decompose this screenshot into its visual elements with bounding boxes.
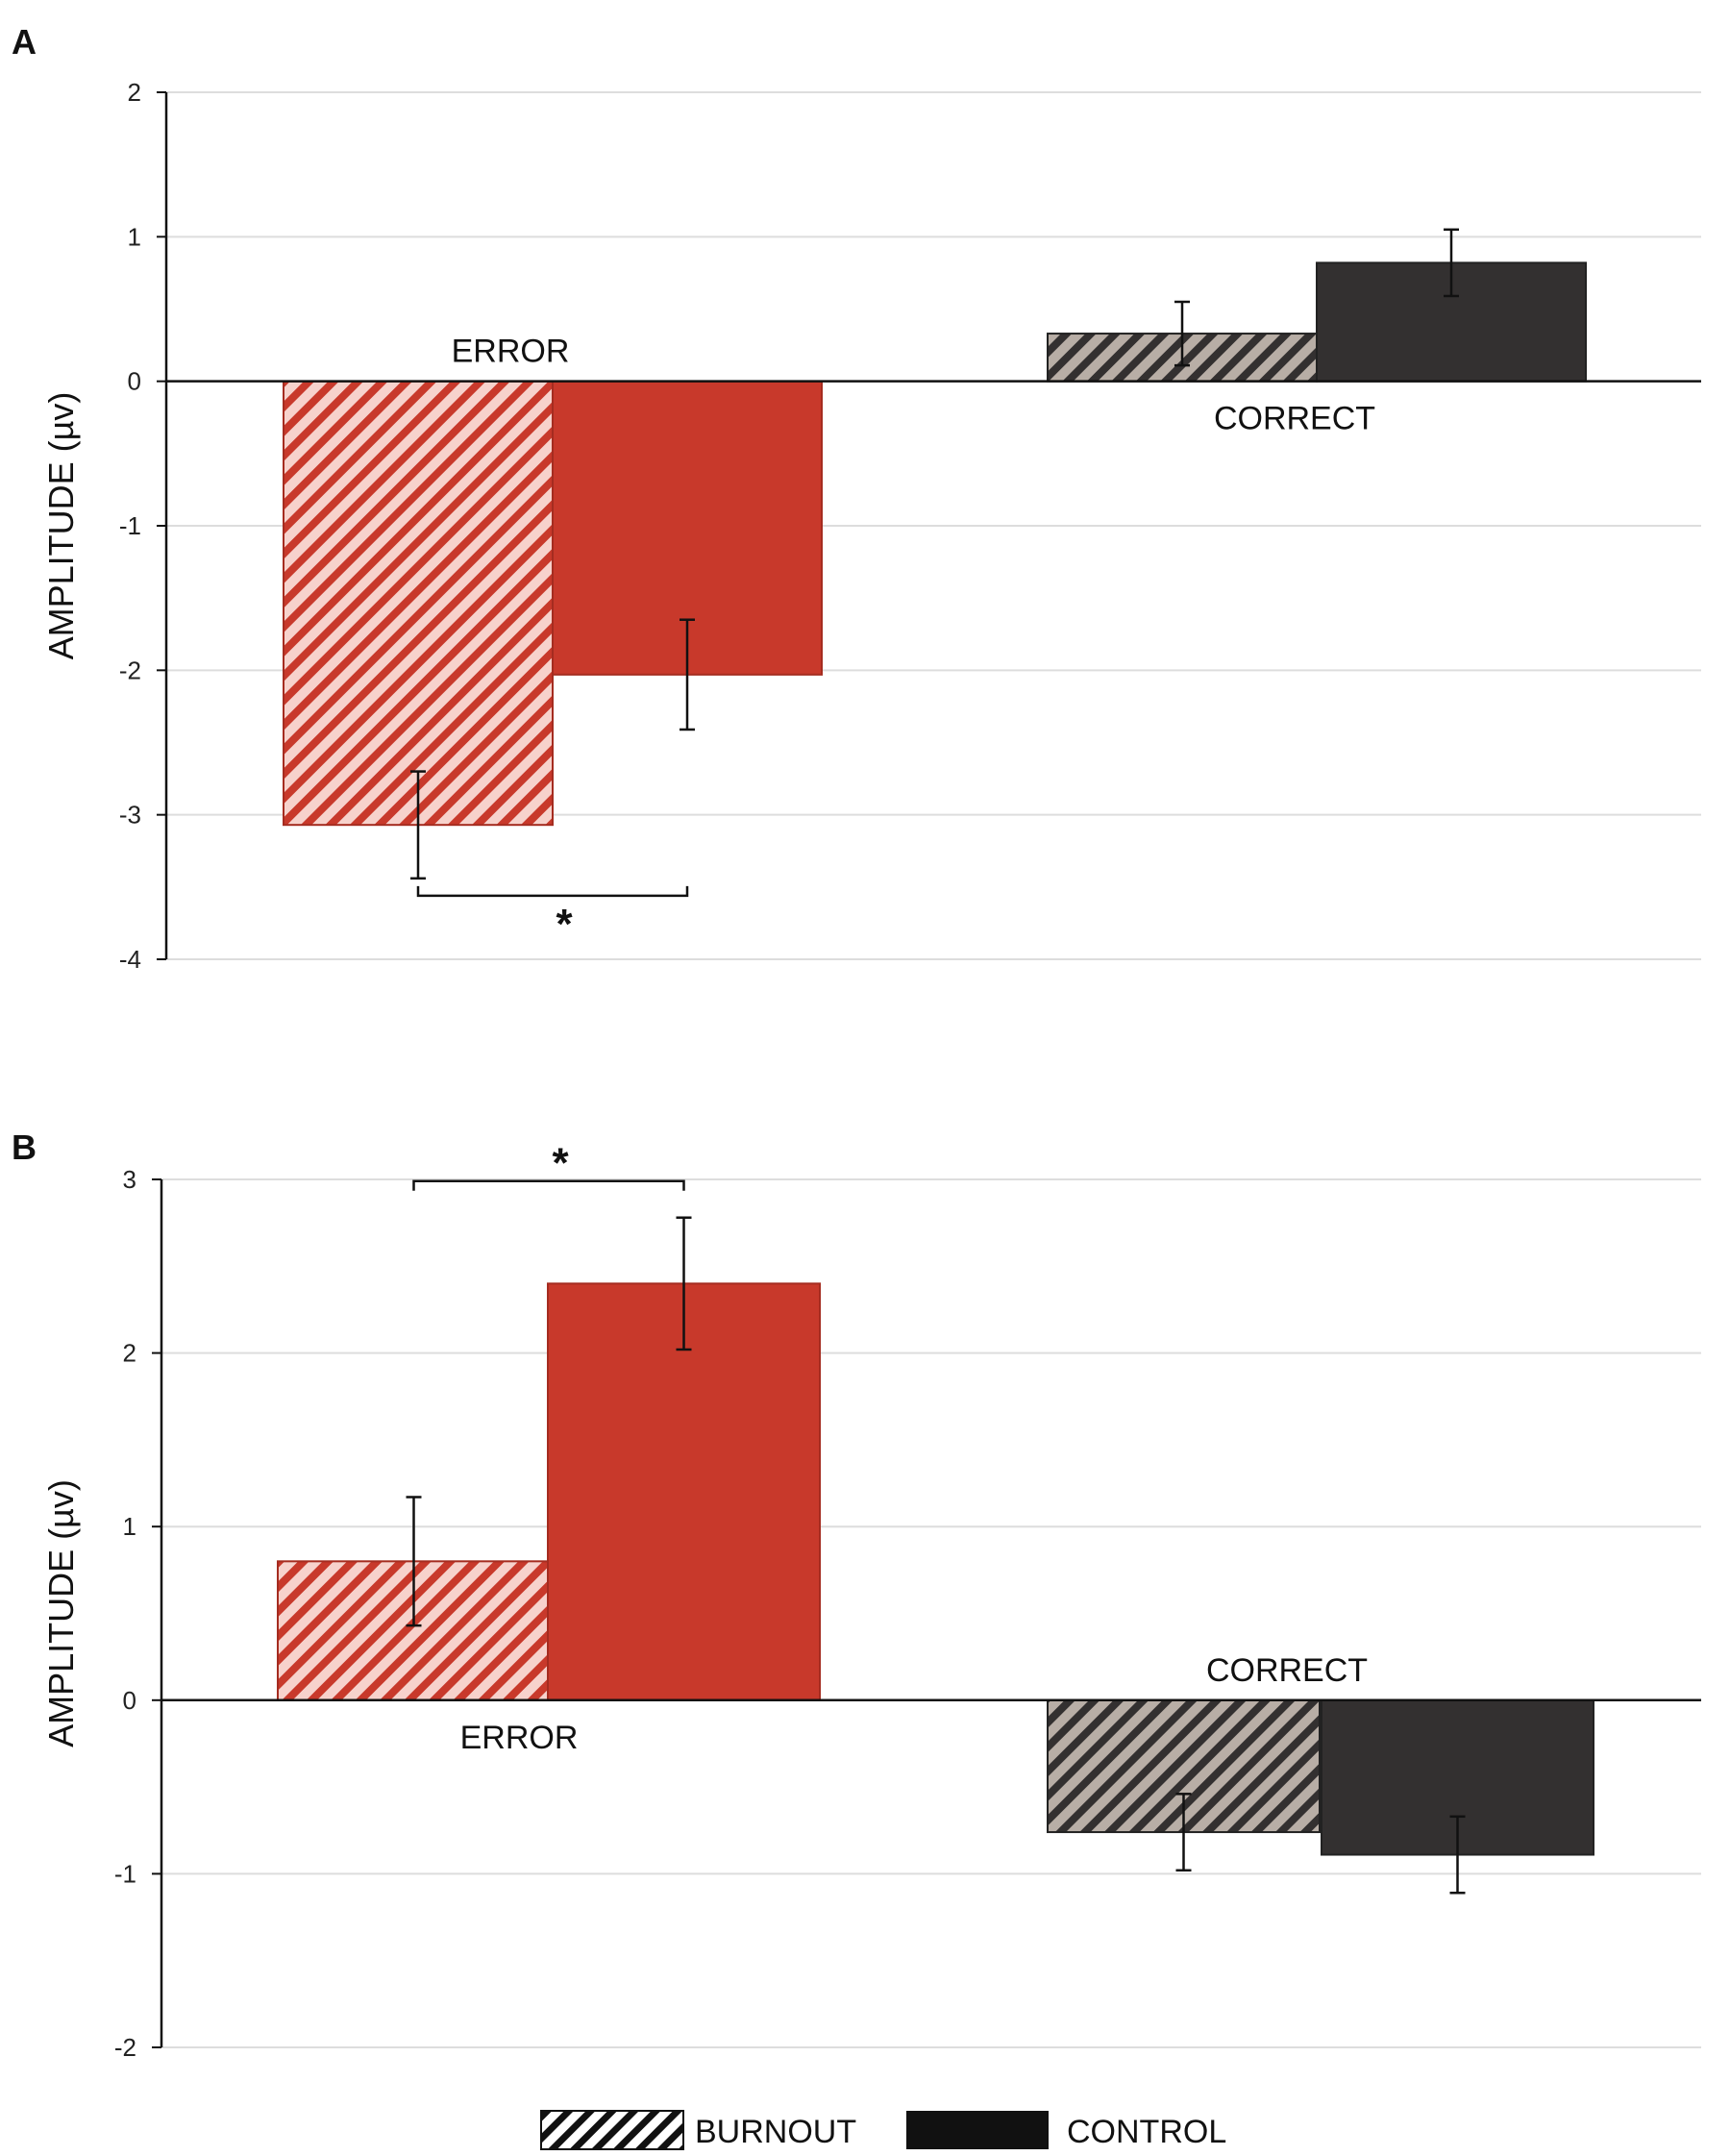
category-label-error: ERROR <box>460 1720 579 1756</box>
y-tick-label: 1 <box>123 1512 136 1541</box>
panel-a-chart: 2 1 0 -1 -2 -3 -4 AMPLITUDE (µv) ERROR * CORRECT <box>41 78 1701 974</box>
bar-error-control <box>547 1282 821 1701</box>
category-label-correct: CORRECT <box>1214 401 1375 437</box>
y-axis-label: AMPLITUDE (µv) <box>41 1479 81 1747</box>
significance-star: * <box>556 901 573 948</box>
y-tick-label: -1 <box>114 1859 136 1888</box>
y-tick-label: 0 <box>123 1686 136 1715</box>
legend: BURNOUT CONTROL <box>540 2110 1226 2150</box>
significance-bracket <box>416 885 689 898</box>
legend-burnout-swatch <box>540 2110 684 2150</box>
legend-burnout-label: BURNOUT <box>695 2114 856 2150</box>
legend-control-label: CONTROL <box>1067 2114 1226 2150</box>
category-label-error: ERROR <box>452 334 570 370</box>
y-tick-label: -3 <box>119 801 141 830</box>
panel-b-letter: B <box>12 1128 37 1167</box>
y-tick-label: 3 <box>123 1165 136 1194</box>
bar-error-burnout <box>283 380 554 827</box>
y-tick-label: -1 <box>119 511 141 540</box>
category-label-correct: CORRECT <box>1206 1652 1368 1689</box>
y-axis-label: AMPLITUDE (µv) <box>41 392 81 660</box>
y-tick-label: -2 <box>119 656 141 684</box>
y-tick-label: -2 <box>114 2033 136 2062</box>
panel-b-chart: 3 2 1 0 -1 -2 AMPLITUDE (µv) ERROR * CORRECT <box>41 1140 1701 2062</box>
y-tick-label: 2 <box>123 1339 136 1368</box>
y-tick-label: -4 <box>119 945 141 974</box>
panel-a-letter: A <box>12 22 37 62</box>
y-tick-label: 0 <box>128 367 141 396</box>
legend-control-swatch <box>906 2111 1049 2149</box>
y-tick-label: 2 <box>128 78 141 107</box>
significance-star: * <box>552 1140 569 1187</box>
significance-bracket <box>412 1179 685 1191</box>
y-tick-label: 1 <box>128 222 141 251</box>
